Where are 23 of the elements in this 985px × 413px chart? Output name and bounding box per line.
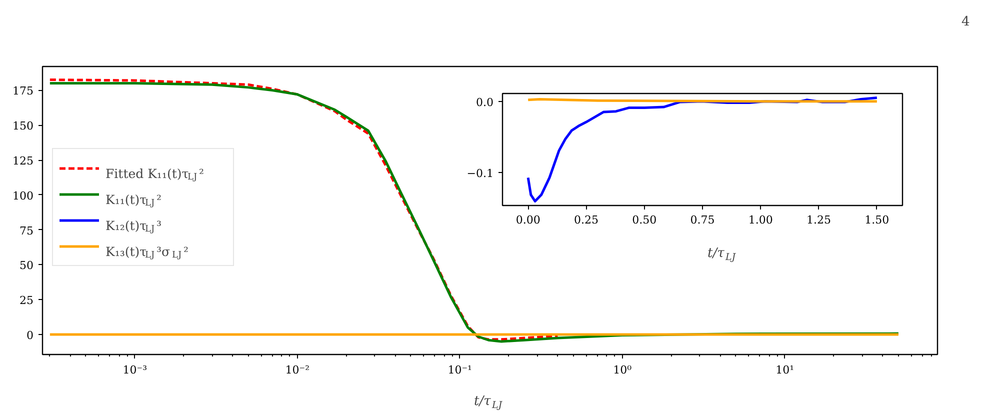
x-tick-label: 0.00 [516, 214, 540, 226]
x-tick-label: 1.50 [864, 214, 890, 226]
y-tick-label: 50 [20, 259, 34, 272]
y-tick-label: 175 [12, 84, 34, 98]
x-tick-label: 10⁰ [613, 364, 632, 376]
y-tick-label: 0.0 [476, 96, 494, 109]
y-tick-label: 0 [26, 329, 34, 342]
y-tick-label: 150 [12, 120, 34, 133]
y-tick-label: −0.1 [466, 167, 494, 180]
x-tick-label: 1.00 [748, 214, 773, 226]
x-tick-label: 10¹ [776, 364, 794, 376]
x-tick-label: 0.50 [632, 214, 657, 226]
x-tick-label: 10⁻² [285, 364, 310, 376]
y-tick-label: 75 [20, 224, 34, 238]
x-tick-label: 1.25 [806, 214, 832, 226]
x-tick-label: 10⁻³ [122, 364, 148, 376]
y-tick-label: 100 [12, 189, 34, 202]
x-tick-label: 10⁻¹ [448, 364, 472, 376]
x-tick-label: 0.75 [690, 214, 715, 226]
y-tick-label: 25 [20, 294, 34, 308]
y-tick-label: 125 [12, 154, 34, 168]
x-tick-label: 0.25 [574, 214, 598, 226]
text: 4 [961, 14, 970, 30]
